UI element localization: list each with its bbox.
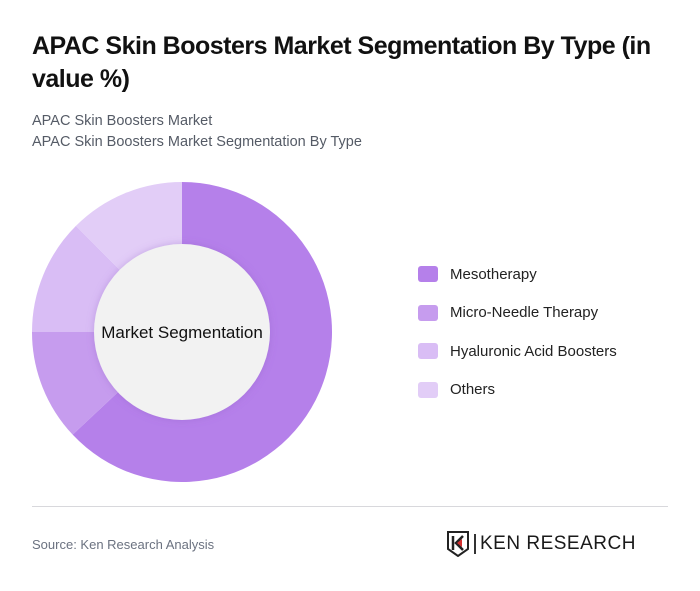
legend-item-others[interactable]: Others: [418, 380, 617, 400]
logo-separator: [474, 534, 476, 554]
legend-swatch: [418, 343, 438, 359]
legend: Mesotherapy Micro-Needle Therapy Hyaluro…: [418, 264, 617, 418]
source-note: Source: Ken Research Analysis: [32, 537, 215, 552]
legend-label: Hyaluronic Acid Boosters: [450, 342, 617, 360]
legend-label: Others: [450, 381, 496, 398]
legend-item-micro-needle-therapy[interactable]: Micro-Needle Therapy: [418, 303, 617, 323]
legend-swatch: [418, 304, 438, 321]
legend-label: Mesotherapy: [450, 265, 537, 283]
legend-item-hyaluronic-acid-boosters[interactable]: Hyaluronic Acid Boosters: [418, 341, 617, 361]
donut-svg: Market Segmentation: [32, 182, 332, 482]
legend-item-mesotherapy[interactable]: Mesotherapy: [418, 264, 617, 284]
legend-swatch: [418, 266, 438, 282]
center-label: Market Segmentation: [101, 323, 263, 342]
donut-chart: Market Segmentation: [32, 182, 332, 482]
subtitle-market: APAC Skin Boosters Market: [32, 113, 213, 129]
ken-research-logo: KEN RESEARCH: [447, 531, 636, 557]
logo-text: KEN RESEARCH: [480, 533, 636, 554]
legend-label: Micro-Needle Therapy: [450, 304, 599, 321]
donut-center: [94, 244, 270, 420]
chart-title: APAC Skin Boosters Market Segmentation B…: [32, 32, 651, 93]
footer-divider: [32, 506, 668, 507]
ken-research-shield-icon: [447, 531, 469, 557]
legend-swatch: [418, 381, 438, 398]
subtitle-segmentation: APAC Skin Boosters Market Segmentation B…: [32, 134, 362, 150]
